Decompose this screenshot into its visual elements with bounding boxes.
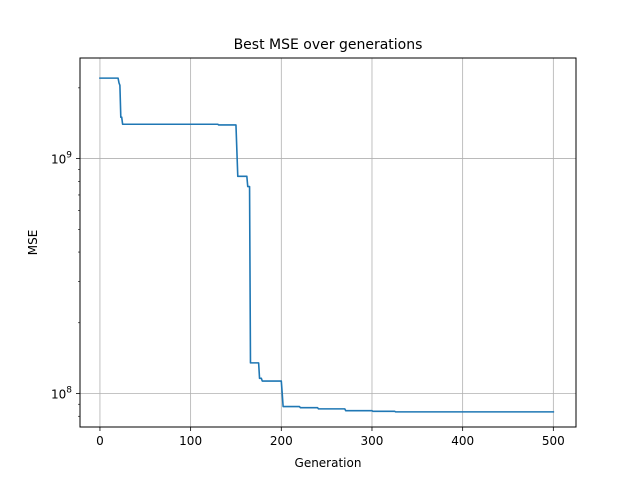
x-axis-ticks: 0 100 200 300 400 500: [96, 427, 565, 448]
plot-area-background: [80, 58, 576, 427]
series-line: [99, 77, 555, 413]
grid-lines: [80, 58, 576, 427]
y-tick-label: 108: [51, 385, 72, 401]
y-tick-label-base: 10: [51, 387, 66, 401]
x-axis-label: Generation: [295, 456, 362, 470]
x-tick-label: 300: [361, 434, 384, 448]
x-tick-label: 0: [96, 434, 104, 448]
y-tick-label: 109: [51, 151, 72, 167]
x-tick-label: 400: [451, 434, 474, 448]
series-layer: [99, 77, 555, 413]
y-tick-label-exponent: 9: [66, 151, 72, 161]
x-tick-label: 200: [270, 434, 293, 448]
chart-title: Best MSE over generations: [234, 37, 423, 53]
y-tick-label-base: 10: [51, 153, 66, 167]
x-tick-label: 500: [542, 434, 565, 448]
plot-area-frame: [79, 57, 577, 428]
y-axis-label: MSE: [26, 230, 40, 256]
y-tick-label-exponent: 8: [66, 385, 72, 395]
x-tick-label: 100: [179, 434, 202, 448]
